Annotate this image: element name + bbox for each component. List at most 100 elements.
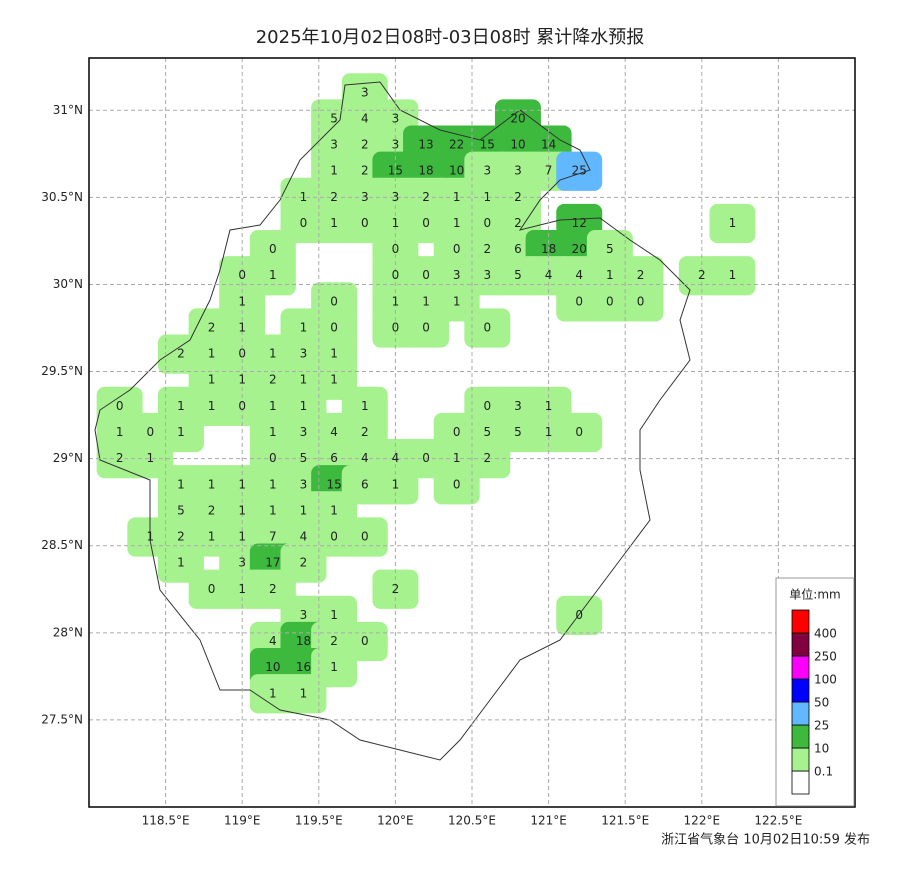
station-value: 1 [453, 294, 461, 308]
station-value: 2 [637, 268, 645, 282]
station-value: 7 [269, 530, 277, 544]
rain-cell [709, 203, 756, 244]
station-value: 20 [510, 111, 525, 125]
station-value: 3 [392, 111, 400, 125]
station-value: 3 [392, 138, 400, 152]
station-value: 15 [388, 164, 403, 178]
station-value: 0 [208, 582, 216, 596]
station-value: 0 [269, 451, 277, 465]
y-tick-label: 28.5°N [41, 538, 83, 552]
station-value: 1 [238, 530, 246, 544]
x-tick-label: 119.5°E [295, 814, 343, 828]
station-value: 0 [330, 320, 338, 334]
legend-swatch [791, 655, 810, 680]
station-value: 3 [300, 347, 308, 361]
station-value: 1 [269, 477, 277, 491]
rain-cell [341, 517, 388, 557]
legend-label: 250 [814, 650, 837, 664]
legend-swatch [791, 678, 810, 703]
station-value: 1 [208, 530, 216, 544]
station-value: 1 [269, 268, 277, 282]
station-value: 1 [177, 477, 185, 491]
station-value: 1 [545, 399, 553, 413]
x-tick-label: 121°E [530, 814, 567, 828]
station-value: 12 [572, 216, 587, 230]
x-tick-label: 122°E [684, 814, 721, 828]
legend-label: 25 [814, 719, 829, 733]
rain-cell [709, 256, 756, 296]
station-value: 4 [361, 111, 369, 125]
station-value: 4 [545, 268, 553, 282]
station-value: 1 [392, 294, 400, 308]
x-tick-label: 120.5°E [448, 814, 496, 828]
station-value: 2 [361, 425, 369, 439]
station-value: 2 [483, 451, 491, 465]
station-value: 1 [300, 399, 308, 413]
rain-cell [556, 412, 603, 453]
station-value: 2 [392, 582, 400, 596]
station-value: 0 [483, 216, 491, 230]
station-value: 15 [480, 138, 495, 152]
station-value: 3 [361, 85, 369, 99]
station-value: 1 [361, 399, 369, 413]
station-value: 1 [177, 425, 185, 439]
station-value: 1 [422, 294, 430, 308]
station-value: 0 [361, 634, 369, 648]
station-value: 0 [483, 320, 491, 334]
x-tick-label: 118.5°E [142, 814, 190, 828]
station-value: 3 [392, 190, 400, 204]
station-value: 2 [514, 190, 522, 204]
station-value: 2 [208, 320, 216, 334]
station-value: 1 [208, 399, 216, 413]
station-value: 1 [392, 216, 400, 230]
station-value: 4 [269, 634, 277, 648]
station-value: 0 [453, 242, 461, 256]
station-value: 1 [116, 425, 124, 439]
station-value: 5 [300, 451, 308, 465]
rain-cell [372, 569, 419, 609]
x-tick-label: 120°E [377, 814, 414, 828]
station-value: 5 [330, 111, 338, 125]
station-value: 5 [514, 425, 522, 439]
station-value: 1 [300, 190, 308, 204]
station-value: 1 [330, 347, 338, 361]
station-value: 3 [453, 268, 461, 282]
y-tick-label: 30°N [53, 277, 83, 291]
station-value: 1 [208, 347, 216, 361]
station-value: 1 [483, 190, 491, 204]
station-value: 1 [238, 477, 246, 491]
station-value: 3 [300, 477, 308, 491]
station-value: 1 [269, 347, 277, 361]
station-value: 2 [177, 530, 185, 544]
x-tick-label: 119°E [224, 814, 261, 828]
legend-label: 100 [814, 673, 837, 687]
station-value: 1 [208, 373, 216, 387]
legend-swatch [791, 747, 810, 772]
rain-cell [280, 674, 327, 714]
legend-swatch [791, 632, 810, 657]
station-value: 3 [483, 164, 491, 178]
legend-box [775, 577, 855, 807]
station-value: 1 [453, 190, 461, 204]
station-value: 0 [422, 451, 430, 465]
station-value: 0 [146, 425, 154, 439]
station-value: 0 [269, 242, 277, 256]
station-value: 2 [330, 634, 338, 648]
station-value: 0 [238, 347, 246, 361]
station-value: 1 [238, 373, 246, 387]
station-value: 20 [572, 242, 587, 256]
station-value: 0 [637, 294, 645, 308]
station-value: 1 [300, 686, 308, 700]
station-value: 5 [483, 425, 491, 439]
legend-swatch [791, 770, 810, 795]
station-value: 18 [418, 164, 433, 178]
station-value: 3 [238, 556, 246, 570]
station-value: 22 [449, 138, 464, 152]
station-value: 5 [177, 503, 185, 517]
station-value: 1 [269, 425, 277, 439]
y-tick-label: 29°N [53, 451, 83, 465]
station-value: 6 [361, 477, 369, 491]
y-tick-label: 27.5°N [41, 712, 83, 726]
rain-shading [96, 73, 756, 714]
station-value: 2 [422, 190, 430, 204]
